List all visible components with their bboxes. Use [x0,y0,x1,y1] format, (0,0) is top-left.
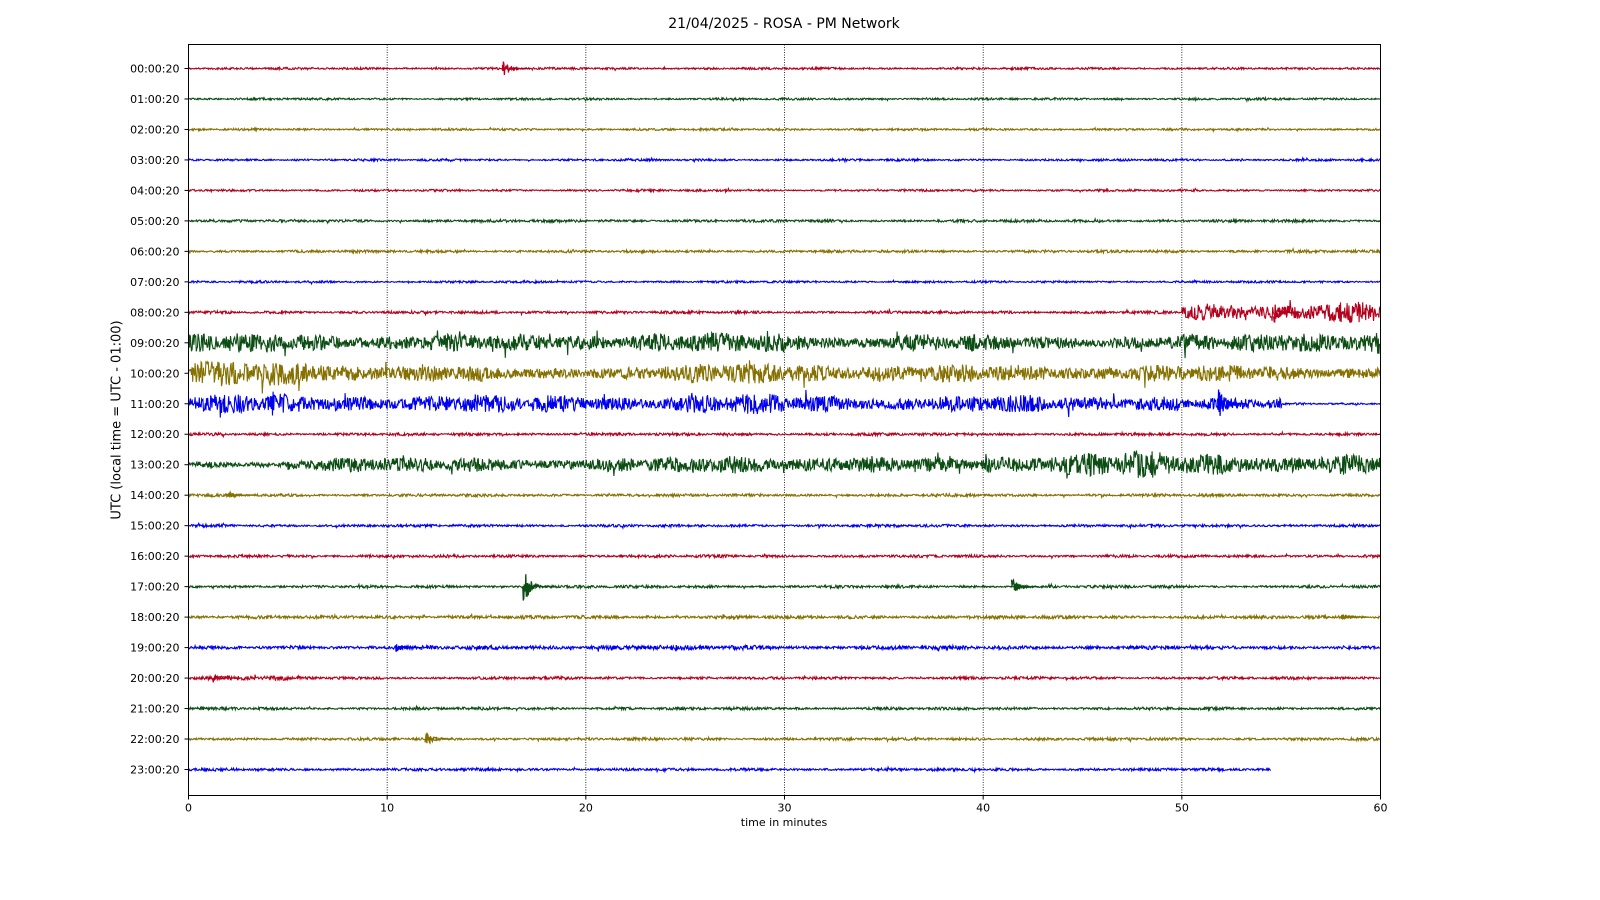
event [227,490,256,499]
y-tick-label: 20:00:20 [130,672,179,685]
y-tick-label: 11:00:20 [130,398,179,411]
y-tick-label: 23:00:20 [130,764,179,777]
y-tick-label: 22:00:20 [130,733,179,746]
trace [188,126,1381,134]
y-tick-label: 19:00:20 [130,642,179,655]
event [501,61,531,75]
y-tick-label: 17:00:20 [130,581,179,594]
chart-title: 21/04/2025 - ROSA - PM Network [668,16,900,32]
event [1010,578,1039,591]
y-tick-label: 14:00:20 [130,489,179,502]
trace [188,156,1381,164]
trace [188,552,1381,560]
y-tick-label: 21:00:20 [130,703,179,716]
x-tick-label: 20 [579,802,593,815]
trace [188,643,1381,652]
event [1340,614,1369,621]
trace [188,246,1381,255]
y-tick-label: 05:00:20 [130,215,179,228]
y-axis-label: UTC (local time = UTC - 01:00) [110,320,125,519]
y-tick-label: 02:00:20 [130,123,179,136]
trace [187,491,1381,500]
trace [188,612,1381,621]
trace [187,330,1381,359]
y-tick-label: 03:00:20 [130,154,179,167]
y-tick-label: 12:00:20 [130,428,179,441]
event [1272,304,1301,323]
x-tick-label: 0 [185,802,192,815]
trace [188,95,1381,103]
axes: 0 10 20 30 40 50 60 00:00:20 01:00:20 02:00:20 03:… [130,63,1387,815]
trace [188,582,1381,591]
trace [188,765,1272,774]
event [394,644,423,652]
y-tick-label: 09:00:20 [130,337,179,350]
x-axis-label: time in minutes [741,816,828,829]
y-tick-label: 15:00:20 [130,520,179,533]
y-tick-label: 08:00:20 [130,306,179,319]
trace [188,673,1381,682]
y-tick-label: 13:00:20 [130,459,179,472]
event [521,574,551,601]
y-tick-label: 16:00:20 [130,550,179,563]
event [211,673,240,683]
x-tick-label: 50 [1175,802,1189,815]
y-tick-label: 04:00:20 [130,184,179,197]
traces [187,61,1381,774]
y-tick-label: 00:00:20 [130,63,179,76]
trace [188,65,1381,72]
trace [187,389,1381,418]
y-tick-label: 01:00:20 [130,93,179,106]
trace [187,360,1381,394]
trace [188,521,1381,530]
trace [188,735,1381,744]
trace [188,216,1381,225]
trace [188,704,1381,713]
trace [187,299,1381,323]
x-tick-label: 10 [380,802,394,815]
y-tick-label: 10:00:20 [130,367,179,380]
event [424,731,453,745]
event [1216,389,1246,416]
x-tick-label: 40 [976,802,990,815]
y-tick-label: 07:00:20 [130,276,179,289]
trace [187,430,1381,439]
grid [386,44,1183,796]
x-tick-label: 60 [1374,802,1388,815]
trace [188,186,1381,195]
y-tick-label: 06:00:20 [130,245,179,258]
trace [187,449,1381,479]
x-tick-label: 30 [778,802,792,815]
y-tick-label: 18:00:20 [130,611,179,624]
trace [188,278,1381,286]
